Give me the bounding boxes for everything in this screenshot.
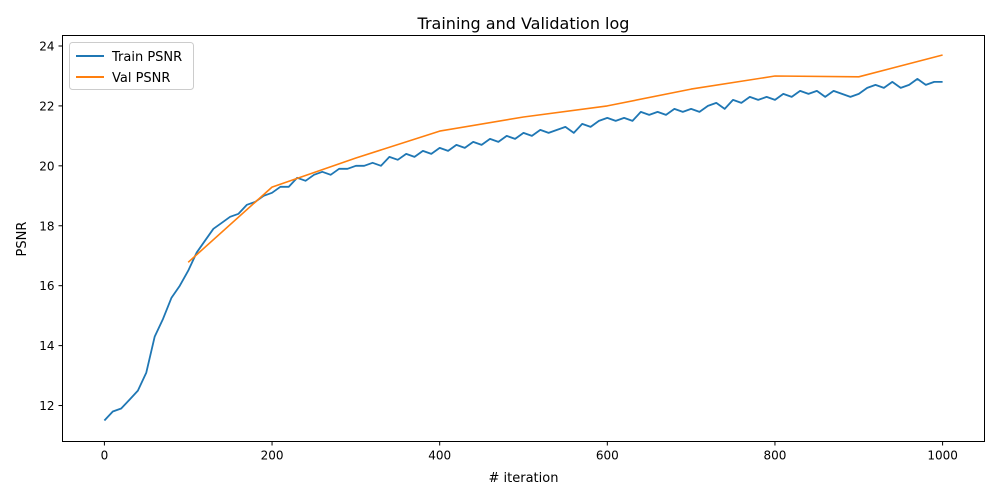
y-tick-label: 12 [39, 399, 54, 413]
series-line-val-psnr [187, 54, 943, 263]
y-tick-label: 16 [39, 279, 54, 293]
y-tick-label: 24 [39, 39, 54, 53]
plot-frame [62, 35, 985, 442]
x-tick-label: 600 [596, 449, 619, 463]
y-axis-label: PSNR [15, 222, 30, 257]
x-tick-label: 800 [764, 449, 787, 463]
y-tick-label: 20 [39, 159, 54, 173]
y-tick-label: 14 [39, 339, 54, 353]
legend: Train PSNR Val PSNR [69, 42, 194, 90]
x-tick-label: 400 [428, 449, 451, 463]
y-tick-label: 22 [39, 99, 54, 113]
y-tick-label: 18 [39, 219, 54, 233]
x-tick-label: 200 [261, 449, 284, 463]
chart-title: Training and Validation log [417, 14, 630, 33]
legend-label-train: Train PSNR [111, 50, 182, 65]
x-tick-label: 1000 [927, 449, 958, 463]
legend-label-val: Val PSNR [112, 71, 170, 86]
x-tick-label: 0 [101, 449, 109, 463]
x-axis-label: # iteration [489, 471, 559, 486]
series-line-train-psnr [103, 78, 943, 422]
